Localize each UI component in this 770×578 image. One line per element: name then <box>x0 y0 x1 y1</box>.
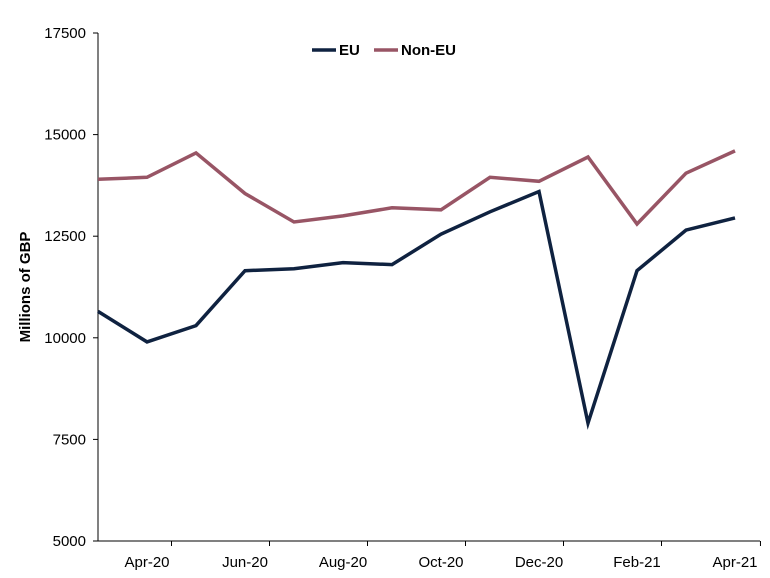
series-line-non-eu <box>97 149 736 227</box>
x-tick-label: Jun-20 <box>222 554 268 571</box>
series-line-eu <box>97 189 736 430</box>
y-tick-label: 10000 <box>44 330 86 347</box>
x-tick-label: Apr-20 <box>124 554 169 571</box>
legend-label: Non-EU <box>401 42 456 59</box>
x-tick-label: Dec-20 <box>515 554 563 571</box>
series-lines <box>97 149 736 430</box>
y-tick-label: 17500 <box>44 25 86 42</box>
y-axis-title: Millions of GBP <box>17 232 34 343</box>
x-tick-label: Feb-21 <box>613 554 661 571</box>
x-axis-ticks: Apr-20 Jun-20 Aug-20 Oct-20 Dec-20 Feb-21 Apr-… <box>124 541 761 571</box>
x-tick-label: Apr-21 <box>712 554 757 571</box>
y-tick-label: 7500 <box>53 431 86 448</box>
y-tick-label: 5000 <box>53 533 86 550</box>
x-tick-label: Aug-20 <box>319 554 367 571</box>
x-tick-label: Oct-20 <box>418 554 463 571</box>
y-tick-label: 15000 <box>44 127 86 144</box>
chart-axes <box>97 33 760 542</box>
y-tick-label: 12500 <box>44 228 86 245</box>
legend-label: EU <box>339 42 360 59</box>
y-axis-ticks: 5000 7500 10000 12500 15000 17500 <box>44 25 98 550</box>
legend: EU Non-EU <box>312 42 456 59</box>
